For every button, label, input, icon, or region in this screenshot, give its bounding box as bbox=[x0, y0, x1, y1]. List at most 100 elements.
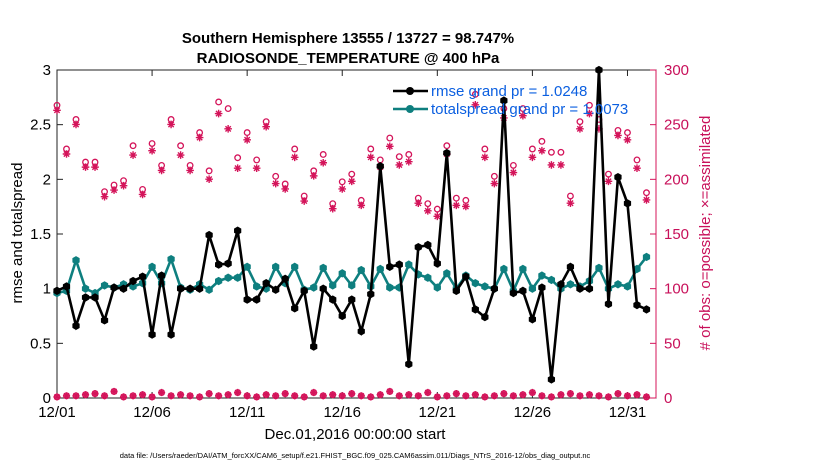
totalspread-point bbox=[424, 273, 432, 282]
obs-bottom-assimilated-marker bbox=[462, 392, 470, 400]
obs-possible-marker bbox=[547, 148, 555, 156]
obs-assimilated-marker bbox=[148, 146, 156, 155]
obs-bottom-assimilated-marker bbox=[72, 392, 80, 400]
obs-assimilated-marker bbox=[281, 185, 289, 193]
rmse-point bbox=[357, 327, 365, 336]
legend-totalspread-label: totalspread grand pr = 1.0073 bbox=[431, 101, 628, 118]
y-right-tick-label: 200 bbox=[664, 171, 689, 188]
obs-possible-marker bbox=[424, 200, 432, 208]
obs-possible-marker bbox=[633, 156, 641, 164]
rmse-point bbox=[481, 312, 489, 322]
obs-bottom-assimilated-marker bbox=[538, 392, 546, 400]
obs-assimilated-marker bbox=[433, 212, 442, 221]
y-right-tick-label: 300 bbox=[664, 62, 689, 79]
obs-assimilated-marker bbox=[566, 199, 575, 207]
rmse-point bbox=[633, 300, 641, 310]
rmse-point bbox=[576, 284, 584, 293]
x-tick-label: 12/06 bbox=[133, 404, 171, 421]
obs-assimilated-marker bbox=[205, 175, 213, 183]
totalspread-point bbox=[376, 264, 384, 274]
y-tick-label: 1 bbox=[43, 281, 51, 298]
obs-bottom-assimilated-marker bbox=[91, 390, 99, 398]
rmse-point bbox=[72, 321, 80, 331]
rmse-point bbox=[53, 286, 61, 296]
rmse-point bbox=[329, 295, 337, 304]
y-axis-right: 0 50 100 150 200 250 300 bbox=[650, 62, 689, 407]
obs-assimilated-marker bbox=[224, 125, 232, 133]
totalspread-point bbox=[205, 285, 213, 294]
rmse-series bbox=[53, 65, 651, 384]
y-tick-label: 2.5 bbox=[30, 117, 51, 134]
x-axis-label: Dec.01,2016 00:00:00 start bbox=[265, 426, 447, 443]
obs-assimilated-marker bbox=[81, 163, 90, 171]
totalspread-point bbox=[72, 256, 80, 265]
obs-assimilated-marker bbox=[91, 163, 99, 171]
obs-possible-marker bbox=[557, 148, 565, 156]
rmse-point bbox=[367, 289, 375, 299]
obs-assimilated-marker bbox=[138, 190, 147, 199]
obs-bottom-assimilated-marker bbox=[100, 392, 109, 400]
totalspread-point bbox=[100, 281, 109, 290]
obs-possible-marker bbox=[576, 118, 584, 126]
rmse-point bbox=[585, 284, 594, 293]
rmse-point bbox=[119, 284, 128, 293]
obs-assimilated-marker bbox=[338, 185, 347, 193]
obs-possible-marker bbox=[519, 105, 527, 112]
legend-totalspread-marker bbox=[406, 105, 414, 113]
obs-bottom-assimilated-marker bbox=[205, 390, 213, 398]
y-tick-label: 2 bbox=[43, 171, 51, 188]
obs-bottom-assimilated-marker bbox=[386, 387, 394, 396]
totalspread-point bbox=[272, 262, 280, 271]
obs-assimilated-marker bbox=[604, 177, 613, 186]
obs-bottom-assimilated-marker bbox=[500, 390, 508, 398]
rmse-point bbox=[167, 330, 175, 339]
obs-possible-marker bbox=[405, 151, 413, 158]
obs-bottom-assimilated-marker bbox=[623, 392, 632, 400]
totalspread-point bbox=[224, 273, 232, 282]
rmse-point bbox=[300, 286, 308, 296]
obs-possible-marker bbox=[338, 178, 346, 186]
rmse-point bbox=[490, 284, 498, 293]
obs-possible-marker bbox=[605, 170, 612, 178]
data-file-footnote: data file: /Users/raeder/DAI/ATM_forcXX/… bbox=[120, 451, 591, 460]
obs-assimilated-marker bbox=[176, 151, 185, 159]
obs-bottom-assimilated-marker bbox=[576, 392, 584, 400]
totalspread-point bbox=[215, 276, 223, 286]
rmse-point bbox=[157, 271, 166, 280]
obs-possible-marker bbox=[367, 145, 375, 153]
rmse-point bbox=[196, 284, 204, 293]
rmse-point bbox=[62, 282, 71, 291]
obs-bottom-assimilated-marker bbox=[414, 392, 422, 400]
obs-possible-marker bbox=[433, 205, 441, 213]
obs-assimilated-marker bbox=[614, 131, 622, 140]
obs-assimilated-marker bbox=[300, 197, 309, 205]
totalspread-point bbox=[481, 282, 489, 291]
y-right-tick-label: 50 bbox=[664, 335, 681, 352]
rmse-point bbox=[224, 259, 232, 268]
obs-bottom-assimilated-marker bbox=[81, 391, 90, 399]
rmse-point bbox=[262, 279, 270, 288]
y-axis-left: 0 0.5 1 1.5 2 2.5 3 bbox=[30, 62, 63, 407]
rmse-point bbox=[471, 305, 479, 314]
totalspread-point bbox=[291, 262, 299, 271]
obs-assimilated-marker bbox=[395, 161, 404, 169]
obs-bottom-assimilated-marker bbox=[110, 387, 118, 396]
rmse-point bbox=[528, 315, 537, 324]
totalspread-point bbox=[348, 281, 356, 290]
rmse-point bbox=[414, 242, 422, 252]
obs-bottom-assimilated-marker bbox=[119, 393, 128, 401]
obs-bottom-assimilated-marker bbox=[310, 388, 318, 397]
obs-assimilated-marker bbox=[633, 164, 641, 173]
obs-assimilated-marker bbox=[585, 109, 594, 118]
totalspread-point bbox=[81, 284, 90, 293]
obs-possible-marker bbox=[319, 151, 327, 158]
totalspread-point bbox=[234, 273, 242, 282]
obs-assimilated-marker bbox=[110, 186, 118, 194]
y-tick-label: 1.5 bbox=[30, 226, 51, 243]
legend-rmse-label: rmse grand pr = 1.0248 bbox=[431, 83, 587, 100]
obs-possible-marker bbox=[224, 105, 232, 112]
obs-assimilated-marker bbox=[53, 106, 61, 115]
totalspread-point bbox=[167, 254, 175, 264]
obs-bottom-assimilated-marker bbox=[319, 392, 327, 400]
totalspread-point bbox=[519, 264, 527, 274]
